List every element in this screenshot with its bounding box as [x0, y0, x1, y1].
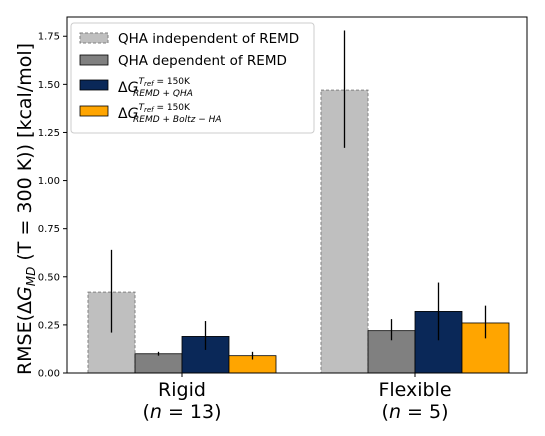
y-tick-label: 0.75: [38, 224, 60, 235]
legend-swatch-qha-independent: [79, 32, 109, 44]
x-tick-label: Rigid: [158, 379, 206, 401]
legend: QHA independent of REMD QHA dependent of…: [70, 22, 315, 134]
legend-label-remd-boltz-ha: ΔGTref = 150K REMD + Boltz − HA: [118, 103, 222, 125]
y-axis-ticks: 0.00 0.25 0.50 0.75 1.00 1.25 1.50 1.75: [38, 32, 67, 380]
x-axis-ticks: Rigid(n = 13) Flexible(n = 5): [142, 373, 452, 423]
bar: [134, 353, 183, 374]
legend-label-qha-dependent: QHA dependent of REMD: [118, 53, 287, 69]
y-tick-label: 1.25: [38, 128, 60, 139]
y-tick-label: 1.50: [38, 80, 60, 91]
y-tick-label: 1.00: [38, 176, 60, 187]
y-tick-label: 1.75: [38, 32, 60, 43]
legend-swatch-remd-boltz-ha: [79, 105, 109, 117]
legend-frame: [70, 22, 315, 134]
plot-frame: [66, 16, 528, 374]
legend-label-qha-independent: QHA independent of REMD: [118, 31, 299, 47]
y-tick-label: 0.25: [38, 320, 60, 331]
x-tick-sublabel: (n = 5): [382, 401, 449, 423]
legend-swatch-qha-dependent: [79, 54, 109, 66]
legend-label-remd-qha: ΔGTref = 150K REMD + QHA: [118, 77, 193, 99]
legend-swatch-remd-qha: [79, 79, 109, 91]
y-axis-label: RMSE(ΔGMD (T = 300 K)) [kcal/mol]: [14, 43, 38, 375]
y-tick-label: 0.50: [38, 272, 60, 283]
error-bars-layer: [110, 30, 487, 360]
y-tick-label: 0.00: [38, 369, 60, 380]
x-tick-sublabel: (n = 13): [142, 401, 221, 423]
x-tick-label: Flexible: [378, 379, 451, 401]
